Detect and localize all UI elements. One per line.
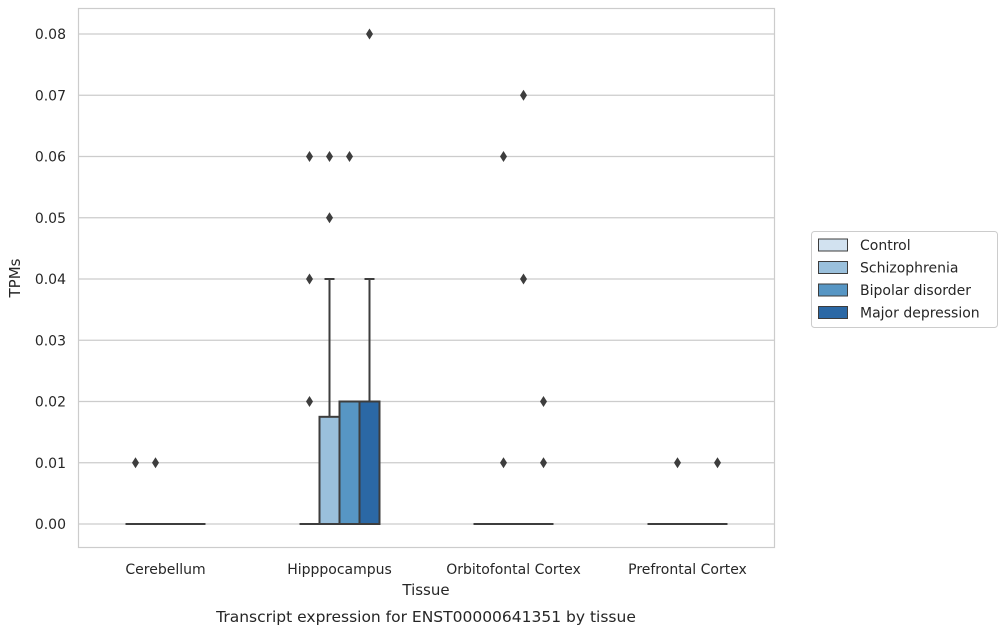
x-axis-ticks: Cerebellum Hipppocampus Orbitofontal Corte… [125,562,746,578]
outlier-point [540,396,547,407]
x-axis-label: Tissue [401,581,449,599]
y-tick-label: 0.08 [35,27,66,43]
box-schizophrenia [318,278,341,525]
box-body [318,415,341,525]
y-tick-label: 0.03 [35,333,66,349]
y-axis-ticks: 0.00 0.01 0.02 0.03 0.04 0.05 0.06 0.07 0.08 [35,27,66,533]
outlier-point [306,273,313,285]
legend-swatch [818,261,848,274]
outlier-point [152,457,159,469]
box-major-depression [358,278,381,525]
legend-label: Schizophrenia [860,261,958,277]
y-tick-label: 0.01 [35,456,66,472]
x-tick-label: Cerebellum [125,562,205,578]
y-axis-label: TPMs [6,258,24,298]
outlier-point [132,457,139,469]
outlier-point [500,457,507,469]
legend-label: Major depression [860,306,980,322]
outlier-point [306,396,313,407]
outlier-point [366,28,373,40]
legend-label: Bipolar disorder [860,283,971,299]
y-tick-label: 0.00 [35,517,66,533]
x-tick-label: Orbitofontal Cortex [446,562,581,578]
chart-title: Transcript expression for ENST0000064135… [215,608,636,626]
y-tick-label: 0.05 [35,211,66,227]
x-tick-label: Prefrontal Cortex [628,562,747,578]
y-tick-label: 0.02 [35,395,66,411]
outlier-point [674,457,681,469]
x-tick-label: Hipppocampus [287,562,392,578]
legend-frame [811,231,998,328]
y-tick-label: 0.06 [35,150,66,166]
outlier-point [520,89,527,101]
outlier-point [520,273,527,285]
boxes-layer [125,278,728,525]
box-body [358,400,381,525]
outlier-point [326,212,333,224]
y-tick-label: 0.07 [35,88,66,104]
plot-area-border [77,7,776,549]
outlier-point [540,457,547,469]
box-bipolar-disorder [338,400,361,525]
outlier-point [326,151,333,162]
y-tick-label: 0.04 [35,272,66,288]
outlier-point [306,151,313,162]
box-body [338,400,361,525]
outlier-point [500,151,507,162]
outliers-layer [132,28,721,469]
outlier-point [346,151,353,162]
legend-items: Control Schizophrenia Bipolar disorder Majo… [818,238,980,322]
legend-swatch [818,238,848,252]
legend: Control Schizophrenia Bipolar disorder Majo… [811,231,998,328]
outlier-point [714,457,721,469]
legend-swatch [818,283,848,297]
legend-swatch [818,306,848,319]
legend-label: Control [860,238,911,254]
